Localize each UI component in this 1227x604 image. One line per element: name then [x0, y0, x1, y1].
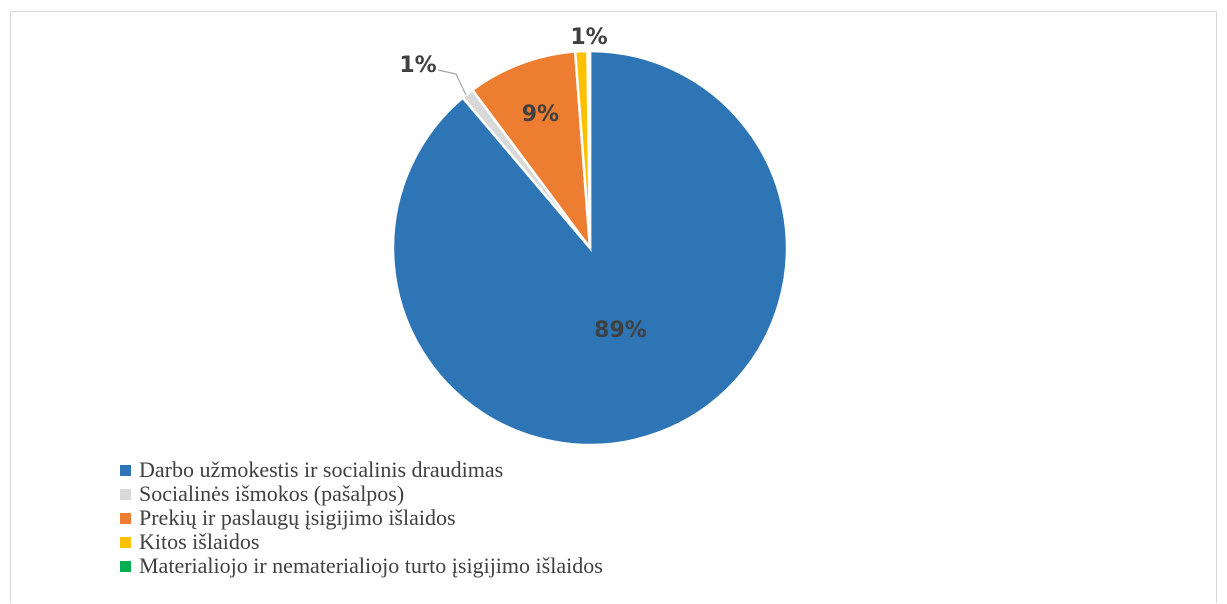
legend-swatch — [120, 560, 131, 572]
legend-item-kitos: Kitos išlaidos — [120, 530, 603, 554]
legend-item-darbo: Darbo užmokestis ir socialinis draudimas — [120, 458, 603, 482]
data-label: 9% — [522, 102, 559, 127]
legend-item-turto: Materialiojo ir nematerialiojo turto įsi… — [120, 554, 603, 578]
data-label: 89% — [594, 318, 647, 343]
legend-label: Darbo užmokestis ir socialinis draudimas — [139, 457, 504, 482]
label-leader-line — [437, 69, 467, 96]
legend: Darbo užmokestis ir socialinis draudimas… — [120, 458, 603, 578]
legend-label: Materialiojo ir nematerialiojo turto įsi… — [139, 553, 603, 578]
legend-swatch — [120, 464, 131, 476]
legend-item-prekiu: Prekių ir paslaugų įsigijimo išlaidos — [120, 506, 603, 530]
legend-label: Prekių ir paslaugų įsigijimo išlaidos — [139, 505, 456, 530]
legend-label: Socialinės išmokos (pašalpos) — [139, 481, 405, 506]
legend-swatch — [120, 512, 131, 524]
legend-item-socialines: Socialinės išmokos (pašalpos) — [120, 482, 603, 506]
legend-label: Kitos išlaidos — [139, 529, 260, 554]
legend-swatch — [120, 536, 131, 548]
data-label: 1% — [399, 53, 436, 78]
data-label: 1% — [570, 25, 607, 50]
pie-slice — [586, 49, 592, 249]
pie-slice — [470, 50, 592, 253]
legend-swatch — [120, 488, 131, 500]
